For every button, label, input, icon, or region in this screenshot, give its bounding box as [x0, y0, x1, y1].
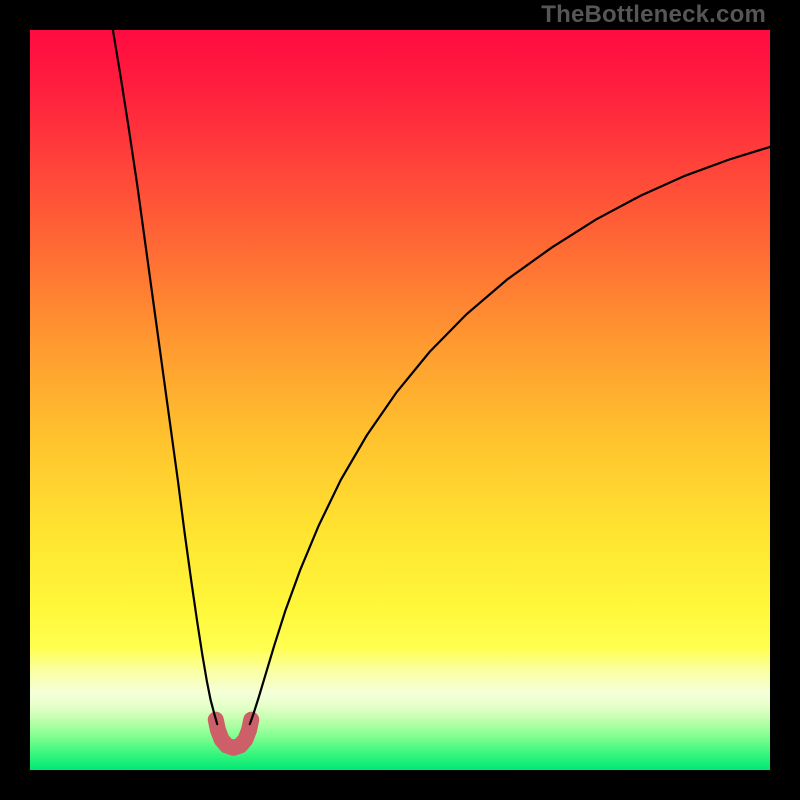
valley-marker — [216, 720, 252, 748]
watermark-text: TheBottleneck.com — [541, 1, 766, 29]
curve-left — [113, 30, 217, 724]
curve-right — [250, 147, 770, 724]
plot-area — [30, 30, 770, 770]
curve-layer — [30, 30, 770, 770]
